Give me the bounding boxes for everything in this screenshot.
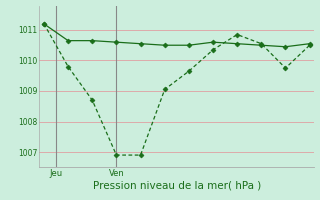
X-axis label: Pression niveau de la mer( hPa ): Pression niveau de la mer( hPa ) <box>93 180 261 190</box>
